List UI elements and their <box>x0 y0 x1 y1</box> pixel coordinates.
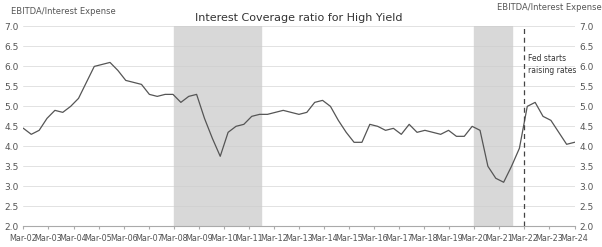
Text: EBITDA/Interest Expense: EBITDA/Interest Expense <box>497 3 602 13</box>
Title: Interest Coverage ratio for High Yield: Interest Coverage ratio for High Yield <box>195 13 403 23</box>
Text: EBITDA/Interest Expense: EBITDA/Interest Expense <box>11 7 116 17</box>
Text: Fed starts
raising rates: Fed starts raising rates <box>528 54 577 75</box>
Bar <box>174 26 261 226</box>
Bar <box>474 26 512 226</box>
